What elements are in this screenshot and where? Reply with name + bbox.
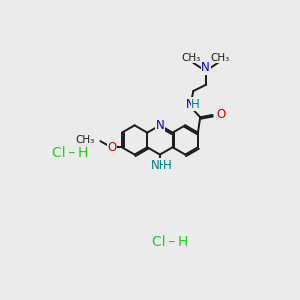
Text: CH₃: CH₃	[211, 53, 230, 63]
Text: Cl – H: Cl – H	[52, 146, 88, 160]
Text: N: N	[155, 119, 164, 132]
Text: NH: NH	[151, 159, 169, 172]
Text: O: O	[107, 141, 116, 154]
Text: CH₃: CH₃	[182, 53, 201, 63]
Text: H: H	[163, 159, 172, 172]
Text: CH₃: CH₃	[76, 135, 95, 145]
Text: N: N	[201, 61, 210, 74]
Text: Cl – H: Cl – H	[152, 235, 189, 249]
Text: O: O	[216, 108, 226, 122]
Text: H: H	[191, 98, 200, 111]
Text: N: N	[186, 98, 195, 111]
